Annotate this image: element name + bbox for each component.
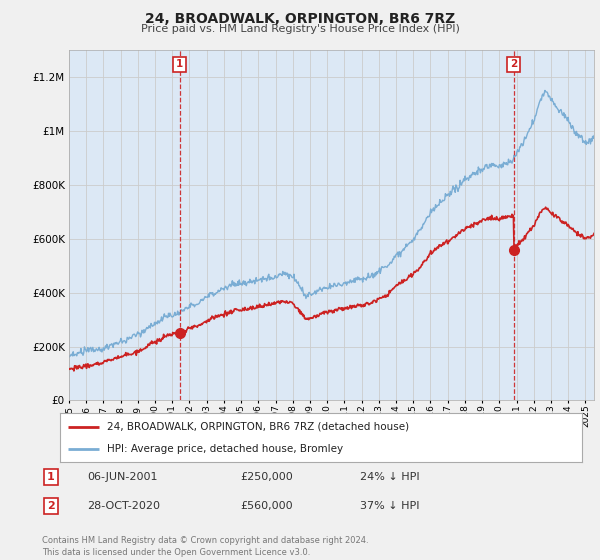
Text: 37% ↓ HPI: 37% ↓ HPI [360, 501, 419, 511]
Text: HPI: Average price, detached house, Bromley: HPI: Average price, detached house, Brom… [107, 444, 343, 454]
Text: 06-JUN-2001: 06-JUN-2001 [87, 472, 157, 482]
Text: 1: 1 [176, 59, 184, 69]
Text: 28-OCT-2020: 28-OCT-2020 [87, 501, 160, 511]
Text: 1: 1 [47, 472, 55, 482]
Text: 24, BROADWALK, ORPINGTON, BR6 7RZ (detached house): 24, BROADWALK, ORPINGTON, BR6 7RZ (detac… [107, 422, 409, 432]
Text: 2: 2 [47, 501, 55, 511]
Text: Contains HM Land Registry data © Crown copyright and database right 2024.
This d: Contains HM Land Registry data © Crown c… [42, 536, 368, 557]
Text: 24% ↓ HPI: 24% ↓ HPI [360, 472, 419, 482]
Text: 24, BROADWALK, ORPINGTON, BR6 7RZ: 24, BROADWALK, ORPINGTON, BR6 7RZ [145, 12, 455, 26]
Text: £250,000: £250,000 [240, 472, 293, 482]
Text: Price paid vs. HM Land Registry's House Price Index (HPI): Price paid vs. HM Land Registry's House … [140, 24, 460, 34]
Text: 2: 2 [510, 59, 517, 69]
Text: £560,000: £560,000 [240, 501, 293, 511]
